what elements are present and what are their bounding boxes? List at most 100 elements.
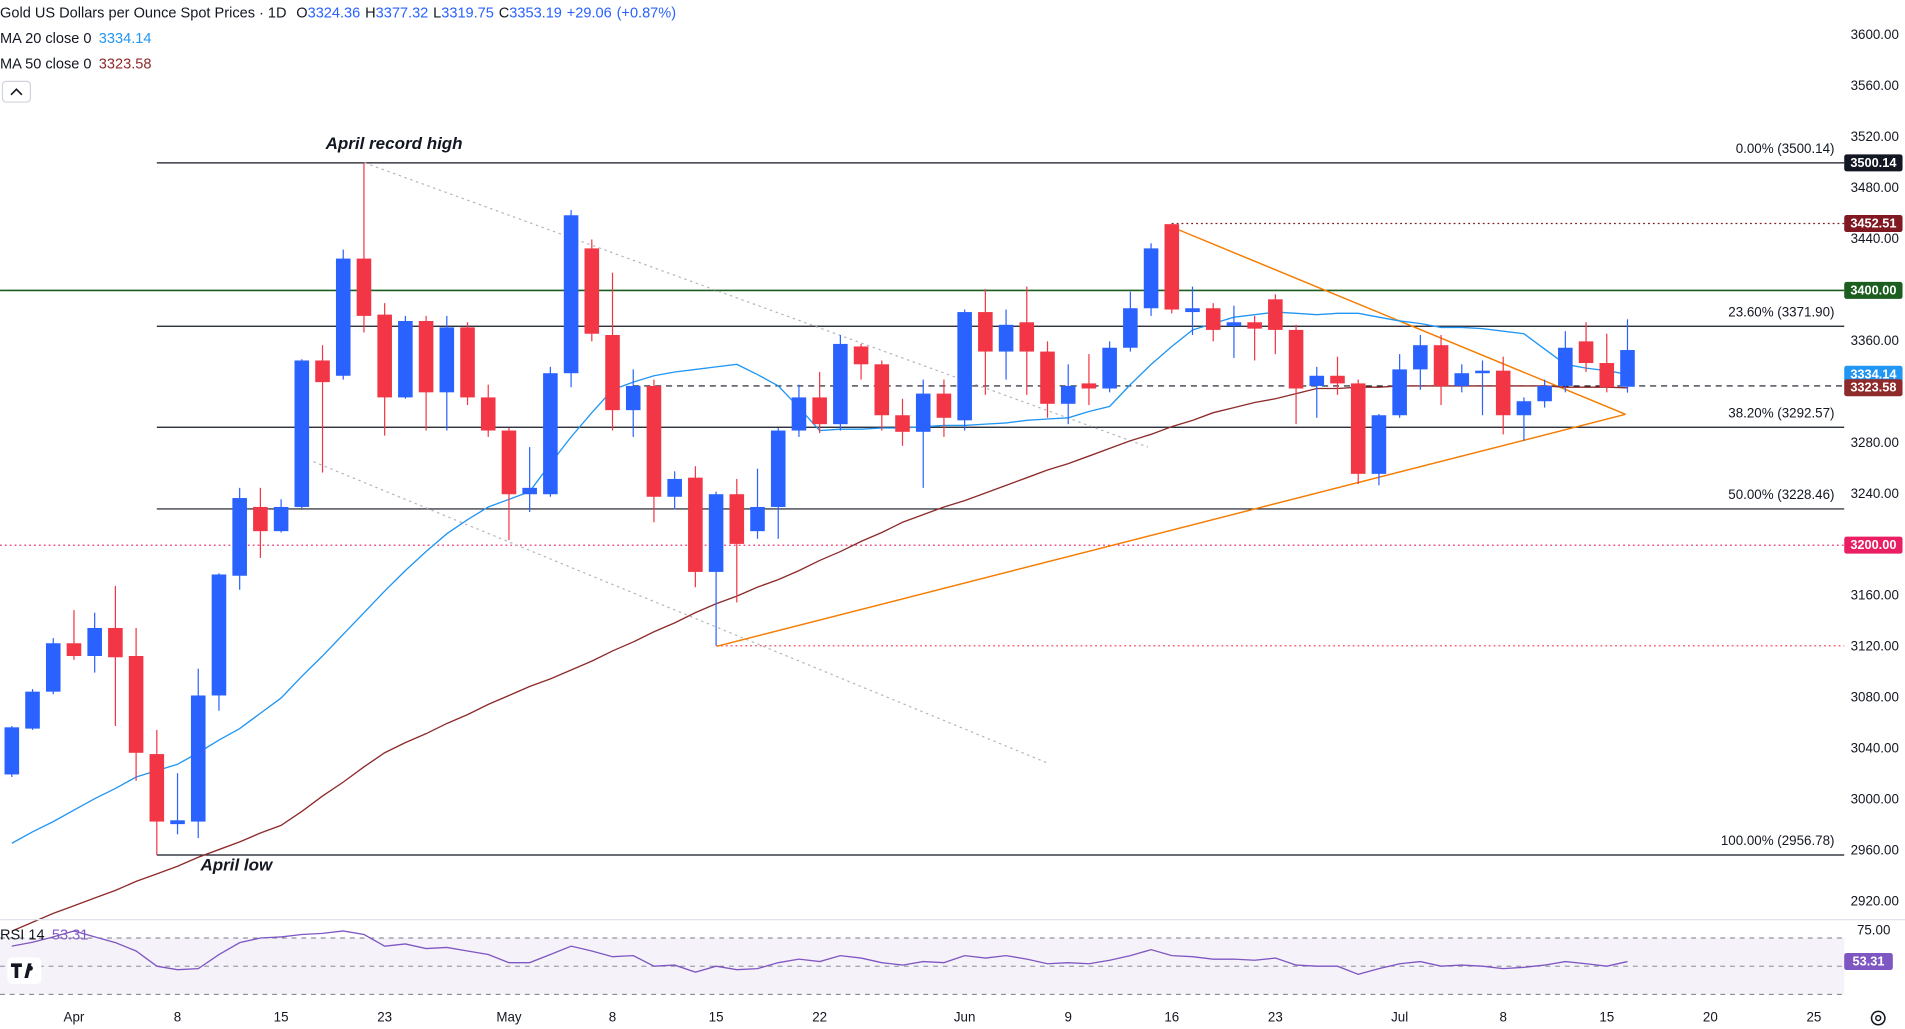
candle-body: [791, 397, 807, 431]
candle-body: [1620, 350, 1635, 387]
x-tick-label: 9: [1064, 1010, 1071, 1025]
x-tick-label: 8: [174, 1010, 181, 1025]
candle-body: [1454, 373, 1470, 386]
candle-body: [915, 393, 931, 432]
candle-body: [335, 258, 351, 376]
x-tick-label: May: [496, 1010, 522, 1025]
trend-line: [364, 162, 1149, 448]
candle-body: [1102, 347, 1117, 389]
price-badge-label: 3200.00: [1850, 537, 1896, 552]
candle-body: [418, 320, 434, 393]
price-badge: [1844, 365, 1903, 383]
candle-body: [729, 494, 745, 544]
candle-body: [584, 248, 600, 334]
y-tick-label: 3000.00: [1851, 791, 1899, 806]
candle-body: [563, 215, 579, 374]
candle-body: [1226, 322, 1242, 327]
candle-body: [253, 506, 268, 532]
triangle-line: [1166, 224, 1626, 415]
ohlc-label: H: [365, 5, 376, 21]
candle-body: [1288, 329, 1304, 389]
candle-body: [1247, 322, 1262, 329]
title: Gold US Dollars per Ounce Spot Prices · …: [0, 5, 287, 21]
candle-body: [211, 574, 227, 696]
candle-body: [1475, 370, 1490, 374]
annotation: April low: [199, 856, 274, 875]
ohlc-label: C: [499, 5, 510, 21]
x-tick-label: 23: [377, 1010, 392, 1025]
candle-body: [66, 643, 82, 656]
candle-body: [936, 393, 952, 418]
ma-name: MA 20 close 0: [0, 31, 91, 47]
candle-body: [543, 373, 558, 495]
candle-body: [895, 415, 910, 432]
candle-body: [190, 695, 206, 822]
rsi-name: RSI 14: [0, 927, 45, 943]
fib-label: 100.00% (2956.78): [1721, 833, 1835, 848]
gear-icon[interactable]: [1870, 1010, 1886, 1026]
y-tick-label: 3080.00: [1851, 690, 1899, 705]
x-tick-label: 8: [609, 1010, 616, 1025]
fib-label: 50.00% (3228.46): [1728, 487, 1834, 502]
y-tick-label: 3120.00: [1851, 639, 1899, 654]
rsi-line: [11, 930, 1628, 976]
candle-body: [232, 498, 247, 576]
collapse-button[interactable]: [1, 80, 32, 103]
rsi-badge-label: 53.31: [1853, 954, 1885, 969]
candle-body: [1558, 347, 1573, 386]
ma-value: 3323.58: [99, 56, 152, 72]
x-tick-label: 20: [1703, 1010, 1718, 1025]
rsi-badge: [1844, 953, 1893, 971]
price-badge-label: 3400.00: [1850, 282, 1896, 297]
candle-body: [1268, 299, 1283, 330]
legend-ma: MA 20 close 0 3334.14: [0, 31, 151, 47]
trend-line: [313, 461, 1048, 764]
annotation: April record high: [325, 134, 463, 153]
price-badge: [1844, 379, 1903, 397]
ohlc-value: 3324.36: [308, 5, 361, 21]
x-tick-label: Jun: [954, 1010, 976, 1025]
price-badge-label: 3334.14: [1850, 366, 1897, 381]
candle-body: [1371, 415, 1387, 474]
candle-body: [170, 820, 185, 825]
x-tick-label: Jul: [1391, 1010, 1408, 1025]
settings-button[interactable]: [1870, 1010, 1886, 1026]
candle-body: [128, 655, 144, 753]
drawings: [313, 162, 1626, 764]
ohlc-label: L: [433, 5, 441, 21]
candle-body: [1060, 385, 1076, 404]
candle-body: [1578, 341, 1594, 364]
candle-body: [1413, 345, 1428, 370]
candle-body: [315, 360, 330, 383]
x-tick-label: 15: [709, 1010, 724, 1025]
legend-ma: MA 50 close 0 3323.58: [0, 56, 151, 72]
chevron-icon[interactable]: [10, 88, 23, 96]
x-tick-label: 15: [274, 1010, 289, 1025]
candle-body: [1205, 308, 1221, 330]
price-badge: [1844, 536, 1903, 554]
y-tick-label: 3240.00: [1851, 486, 1899, 501]
candle-body: [480, 397, 496, 431]
y-tick-label: 3160.00: [1851, 588, 1899, 603]
x-tick-label: Apr: [64, 1010, 85, 1025]
candle-body: [460, 327, 475, 398]
gear-icon[interactable]: [1875, 1014, 1882, 1022]
candle-body: [294, 360, 310, 507]
candle-body: [1123, 308, 1138, 348]
candle-body: [356, 258, 372, 316]
fib-label: 23.60% (3371.90): [1728, 304, 1834, 319]
price-badge: [1844, 281, 1903, 299]
y-tick-label: 3520.00: [1851, 129, 1899, 144]
y-tick-label: 3280.00: [1851, 435, 1899, 450]
candle-body: [605, 335, 620, 411]
candle-body: [688, 477, 703, 572]
x-tick-label: 22: [812, 1010, 827, 1025]
candle-body: [1164, 224, 1180, 310]
candle-body: [1185, 308, 1200, 313]
candle-body: [1392, 369, 1407, 416]
button-frame[interactable]: [1, 80, 32, 103]
price-badge-label: 3452.51: [1850, 216, 1896, 231]
candle-body: [1537, 385, 1552, 402]
candle-body: [45, 643, 61, 692]
